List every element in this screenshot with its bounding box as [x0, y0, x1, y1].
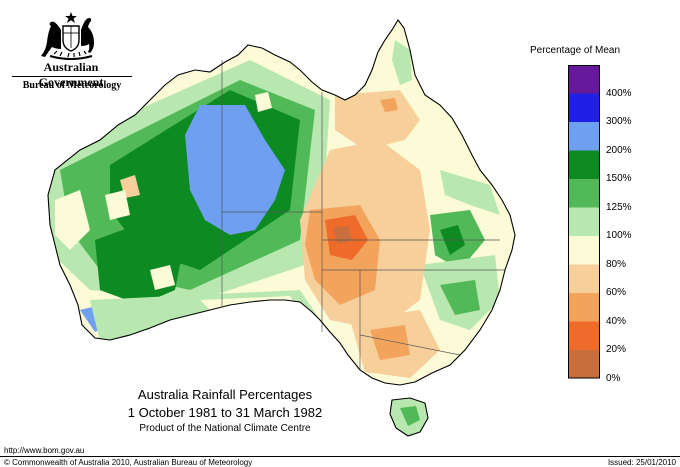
- map-period: 1 October 1981 to 31 March 1982: [127, 405, 323, 420]
- tasmania-zone: [400, 406, 420, 426]
- legend-frame: [568, 65, 600, 379]
- legend-swatch: [568, 264, 600, 293]
- map-title: Australia Rainfall Percentages: [137, 387, 313, 402]
- rainfall-zones: [48, 40, 500, 378]
- map-credit: Product of the National Climate Centre: [139, 423, 311, 434]
- footer-divider: [0, 456, 680, 457]
- legend-swatch: [568, 207, 600, 236]
- agency-name: Australian Government: [38, 60, 104, 89]
- legend-label: 150%: [606, 173, 632, 184]
- website-link[interactable]: http://www.bom.gov.au: [4, 446, 85, 455]
- legend-color-bar: [568, 65, 600, 379]
- bureau-name: Bureau of Meteorology: [22, 80, 122, 91]
- coat-of-arms-icon: [41, 12, 94, 60]
- legend-label: 60%: [606, 287, 627, 298]
- legend-label: 80%: [606, 258, 627, 270]
- legend-label: 125%: [606, 201, 632, 213]
- legend-swatch: [568, 350, 600, 379]
- header-divider: [12, 76, 132, 77]
- legend-swatch: [568, 293, 600, 322]
- legend-label: 400%: [606, 87, 632, 99]
- legend-label: 40%: [606, 315, 627, 327]
- legend-swatch-top: [568, 65, 600, 94]
- legend-label: 300%: [606, 116, 632, 127]
- legend-title: Percentage of Mean: [530, 45, 621, 56]
- legend-swatch: [568, 150, 600, 179]
- legend-swatch: [568, 122, 600, 151]
- legend-swatch: [568, 236, 600, 265]
- legend-swatch: [568, 321, 600, 350]
- legend-swatch: [568, 93, 600, 122]
- legend-label: 20%: [606, 344, 627, 355]
- legend-label: 0%: [606, 372, 621, 384]
- legend-label: 100%: [606, 230, 632, 241]
- copyright-notice: © Commonwealth of Australia 2010, Austra…: [4, 458, 253, 467]
- legend-swatch: [568, 179, 600, 208]
- legend-label: 200%: [606, 144, 632, 156]
- state-borders: [221, 60, 505, 370]
- issued-date: Issued: 25/01/2010: [607, 458, 676, 467]
